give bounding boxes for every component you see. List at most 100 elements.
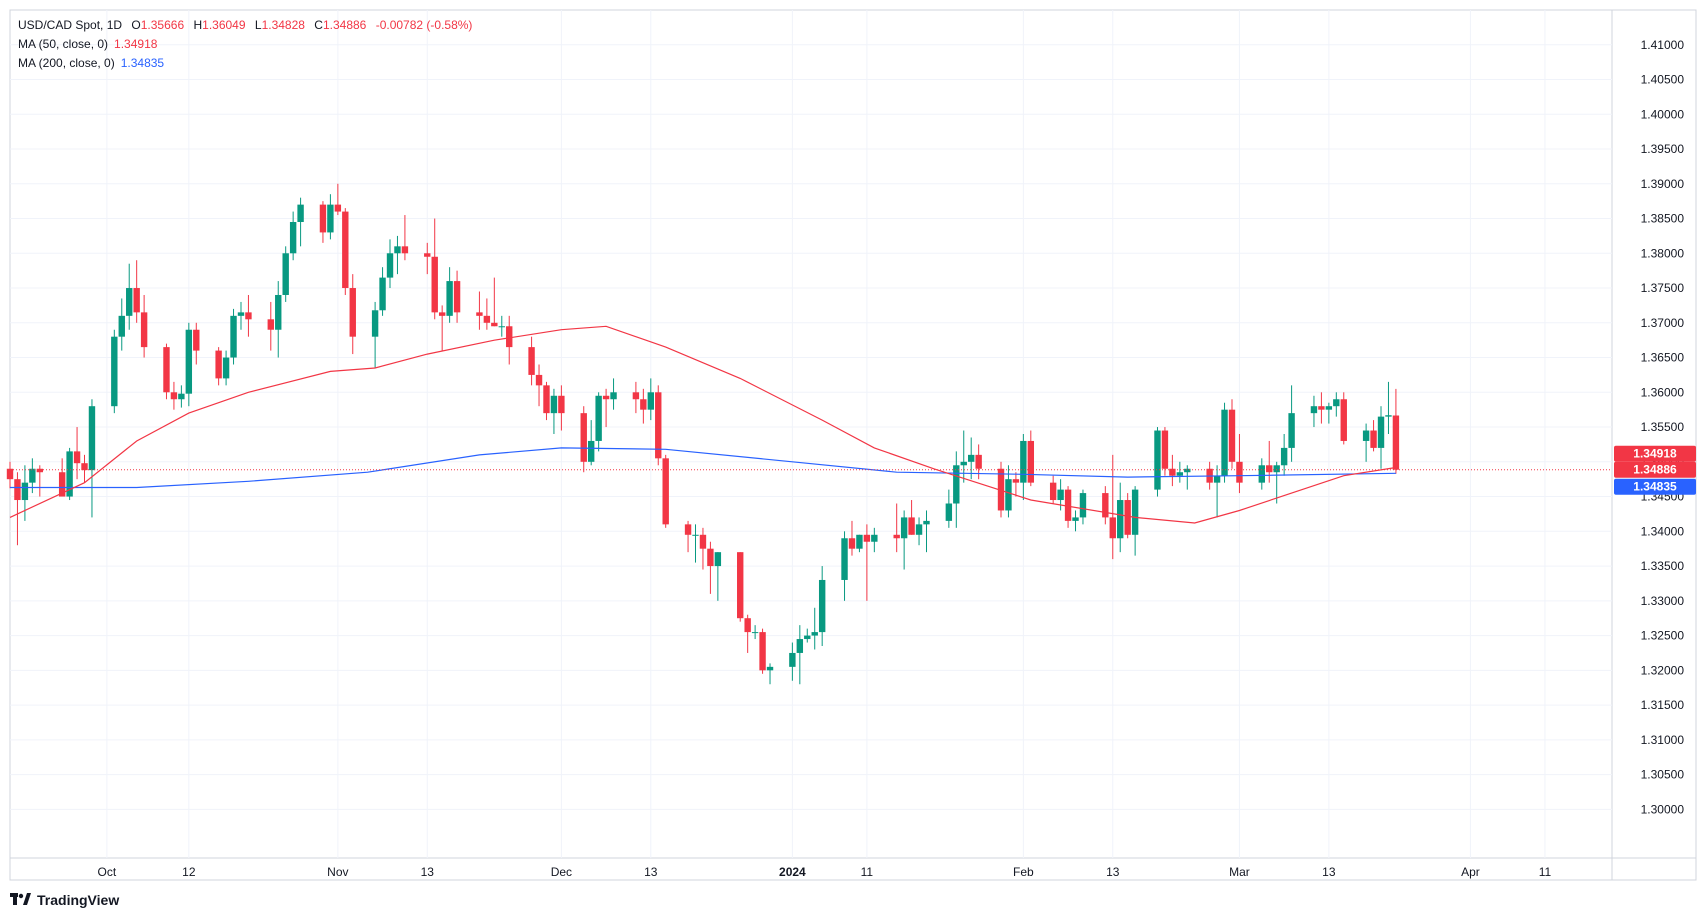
candle-down — [81, 463, 88, 471]
candle-up — [379, 277, 386, 311]
candle-up — [1131, 489, 1139, 535]
candle-down — [1124, 500, 1131, 535]
candle-down — [36, 468, 44, 473]
candle-up — [923, 520, 930, 525]
legend-high-label: H — [193, 18, 203, 32]
candle-up — [714, 552, 722, 567]
candle-down — [215, 350, 222, 379]
candle-down — [744, 618, 751, 633]
candle-up — [111, 336, 118, 407]
candle-down — [1228, 409, 1236, 462]
legend-low-label: L — [254, 18, 262, 32]
candle-up — [178, 393, 185, 400]
x-tick-label: 11 — [1539, 865, 1552, 879]
candle-up — [1176, 472, 1184, 476]
candle-up — [871, 534, 878, 542]
legend-high-value: 1.36049 — [202, 18, 246, 32]
y-tick-label: 1.40500 — [1641, 73, 1685, 87]
candle-up — [1325, 406, 1333, 410]
legend-ma50-value: 1.34918 — [114, 37, 158, 51]
candle-up — [945, 503, 953, 521]
candle-down — [342, 211, 349, 289]
candle-up — [692, 534, 699, 536]
x-tick-label: Mar — [1229, 865, 1250, 879]
x-tick-label: Nov — [327, 865, 348, 879]
candle-up — [856, 534, 863, 549]
candle-up — [647, 392, 654, 410]
candle-up — [610, 392, 617, 400]
candle-up — [222, 357, 230, 379]
y-tick-label: 1.40000 — [1641, 107, 1685, 121]
candle-down — [1392, 415, 1400, 470]
legend-ma200-row[interactable]: MA (200, close, 0) 1.34835 — [18, 54, 472, 73]
candle-up — [1362, 430, 1370, 441]
legend-close-label: C — [314, 18, 323, 32]
y-tick-label: 1.33500 — [1641, 559, 1685, 573]
candle-up — [915, 524, 923, 535]
candle-down — [1318, 406, 1325, 410]
y-tick-label: 1.41000 — [1641, 38, 1685, 52]
candle-up — [88, 406, 96, 471]
candle-up — [811, 632, 818, 636]
y-tick-label: 1.36500 — [1641, 351, 1685, 365]
candle-up — [968, 454, 975, 462]
candle-down — [997, 468, 1005, 511]
x-tick-label: 13 — [1106, 865, 1120, 879]
legend-close-value: 1.34886 — [322, 18, 367, 32]
chart-frame — [9, 9, 1697, 881]
price-label-badge — [1614, 478, 1696, 495]
candle-up — [29, 468, 36, 483]
ma50-line — [9, 325, 1396, 524]
candle-up — [818, 579, 826, 633]
candle-down — [319, 204, 327, 233]
candle-up — [1020, 440, 1027, 483]
tradingview-attribution[interactable]: TradingView — [10, 892, 119, 908]
candle-up — [1057, 489, 1064, 501]
candle-down — [349, 288, 356, 337]
candle-down — [863, 534, 871, 542]
price-label-badge — [1614, 461, 1696, 478]
candle-down — [506, 326, 513, 348]
y-tick-label: 1.39500 — [1641, 142, 1685, 156]
y-tick-label: 1.39000 — [1641, 177, 1685, 191]
y-tick-label: 1.31500 — [1641, 698, 1685, 712]
candle-down — [438, 312, 446, 316]
candle-up — [230, 315, 237, 358]
candle-down — [1012, 479, 1020, 483]
y-tick-label: 1.38000 — [1641, 246, 1685, 260]
y-tick-label: 1.33000 — [1641, 594, 1685, 608]
candle-up — [1005, 479, 1012, 511]
candle-down — [1169, 468, 1176, 476]
candle-up — [282, 253, 289, 295]
candle-up — [1072, 517, 1079, 521]
candle-down — [759, 632, 766, 671]
price-label-text: 1.34918 — [1633, 447, 1677, 461]
tradingview-logo-icon — [10, 893, 31, 905]
legend-symbol: USD/CAD Spot, 1D — [18, 18, 123, 32]
candle-down — [893, 534, 900, 539]
legend-ma200-value: 1.34835 — [120, 56, 165, 70]
candle-up — [1184, 468, 1191, 473]
candle-down — [73, 451, 81, 464]
legend-ma50-row[interactable]: MA (50, close, 0) 1.34918 — [18, 35, 472, 54]
candle-down — [424, 253, 431, 257]
candle-up — [789, 652, 796, 667]
candle-down — [975, 454, 982, 469]
y-tick-label: 1.30500 — [1641, 768, 1685, 782]
candle-down — [1236, 461, 1243, 483]
candle-up — [498, 326, 505, 328]
y-tick-label: 1.38500 — [1641, 212, 1685, 226]
candle-up — [900, 517, 908, 539]
candle-up — [751, 632, 759, 634]
y-tick-label: 1.35500 — [1641, 420, 1685, 434]
candle-up — [126, 288, 133, 316]
candle-down — [848, 538, 856, 549]
candle-down — [632, 392, 640, 400]
candle-up — [66, 451, 73, 497]
tradingview-brand: TradingView — [37, 892, 120, 908]
candle-down — [580, 413, 587, 462]
candle-up — [1213, 475, 1221, 483]
candle-down — [1027, 440, 1035, 483]
candle-up — [327, 204, 334, 233]
